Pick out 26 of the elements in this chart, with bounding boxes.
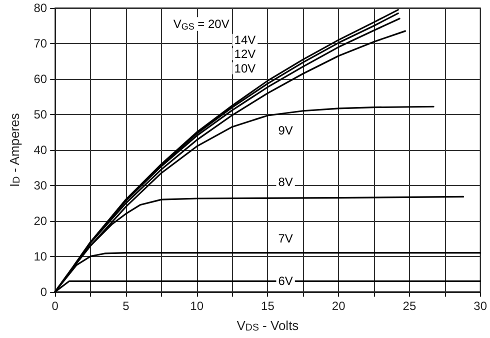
x-tick-label: 20: [332, 298, 346, 313]
y-tick-label: 50: [34, 107, 48, 122]
x-tick-label: 15: [261, 298, 275, 313]
y-tick-label: 70: [34, 36, 48, 50]
series-label: 8V: [278, 174, 293, 189]
y-tick-label: 40: [34, 142, 48, 157]
x-tick-label: 0: [52, 298, 59, 313]
x-tick-label: 25: [402, 298, 416, 313]
series-label: 7V: [278, 232, 293, 246]
y-tick-label: 0: [40, 284, 48, 299]
x-tick-label: 30: [474, 298, 488, 313]
annotation: VGS = 20V: [173, 16, 230, 32]
y-tick-label: 30: [34, 178, 48, 192]
y-tick-label: 20: [34, 214, 48, 228]
annotation: 12V: [234, 47, 256, 62]
x-axis-title: VDS - Volts: [236, 318, 300, 334]
annotation: 10V: [234, 61, 256, 76]
series-label: 6V: [278, 274, 293, 288]
series-label: 9V: [278, 123, 293, 138]
x-tick-label: 10: [190, 298, 204, 313]
x-tick-label: 5: [122, 298, 130, 313]
y-axis-title: ID - Amperes: [7, 112, 23, 188]
annotation: 14V: [234, 32, 256, 47]
y-tick-label: 80: [34, 1, 48, 15]
y-tick-label: 10: [34, 249, 48, 264]
y-tick-label: 60: [34, 72, 48, 86]
